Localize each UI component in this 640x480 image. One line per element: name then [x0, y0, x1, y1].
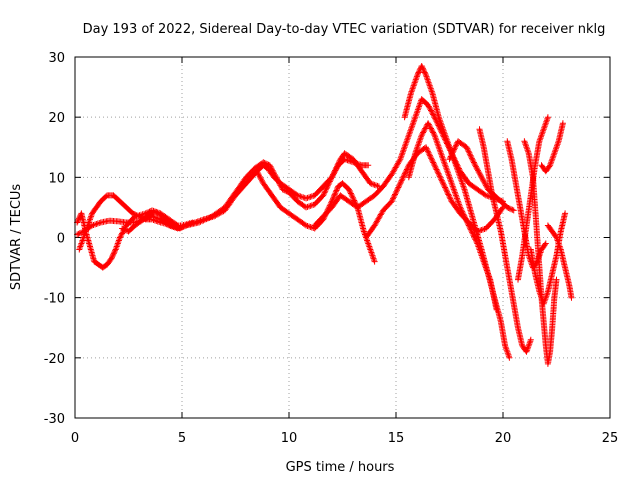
y-axis-label: SDTVAR / TECUs: [9, 184, 24, 291]
plot-frame: [74, 56, 611, 419]
series-track-d: [119, 150, 382, 235]
series-track-e: [253, 168, 378, 265]
x-tick-label: 5: [178, 431, 186, 446]
series-track-k: [476, 126, 534, 355]
marker-track: [544, 222, 575, 301]
x-tick-label: 10: [281, 431, 298, 446]
x-axis-label: GPS time / hours: [286, 460, 395, 475]
series-track-n: [521, 138, 560, 367]
axis-ticks: 0 5 10 15 20 25 -30 -20 -10 0 10 20 30: [44, 51, 619, 446]
y-tick-label: 30: [48, 51, 65, 66]
grid-lines: [75, 57, 610, 418]
y-tick-label: 10: [48, 171, 65, 186]
x-tick-label: 0: [71, 431, 79, 446]
series-track-i: [405, 120, 500, 313]
x-tick-label: 25: [602, 431, 619, 446]
data-markers: [74, 63, 575, 367]
marker-track: [119, 150, 382, 235]
marker-track: [538, 120, 566, 175]
y-tick-label: -30: [44, 412, 65, 427]
marker-track: [521, 138, 560, 367]
y-tick-label: -10: [44, 292, 65, 307]
marker-track: [253, 168, 378, 265]
marker-track: [476, 126, 534, 355]
series-track-q: [544, 222, 575, 301]
marker-track: [405, 120, 500, 313]
chart-title: Day 193 of 2022, Sidereal Day-to-day VTE…: [83, 22, 606, 37]
x-tick-label: 15: [388, 431, 405, 446]
y-tick-label: 0: [57, 232, 65, 247]
series-track-p: [538, 120, 566, 175]
y-tick-label: 20: [48, 111, 65, 126]
x-tick-label: 20: [495, 431, 512, 446]
y-tick-label: -20: [44, 352, 65, 367]
